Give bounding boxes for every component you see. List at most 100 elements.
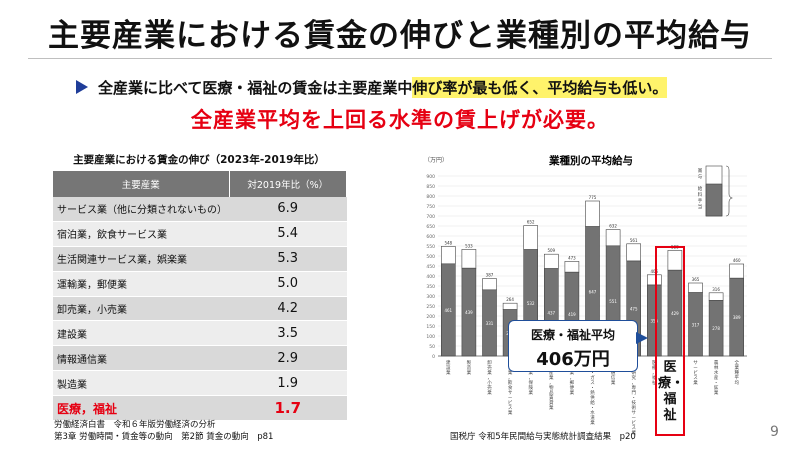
x-tick-label-char: 設: [446, 364, 451, 371]
x-tick-label-char: 食: [508, 384, 513, 391]
y-tick-label: 50: [429, 344, 435, 350]
bar-bonus-segment: [564, 261, 580, 273]
x-tick-label-char: 技: [631, 399, 636, 406]
x-tick-label-char: ビ: [693, 369, 698, 376]
x-tick-label-char: サ: [508, 390, 513, 396]
bar-salary-label: 419: [568, 312, 576, 317]
x-tick-label-char: サ: [631, 410, 636, 416]
bar-total-label: 316: [712, 287, 720, 292]
bullet-text: 全産業に比べて医療・福祉の賃金は主要産業中: [98, 78, 413, 97]
bar-salary-label: 647: [589, 289, 597, 294]
bar-total-label: 561: [630, 238, 638, 243]
bar-total-label: 264: [506, 297, 514, 302]
medical-highlight-box: [655, 246, 685, 436]
row-value: 1.7: [229, 395, 347, 422]
x-tick-label-char: 郵: [570, 379, 575, 386]
bar-total-label: 406: [650, 269, 658, 274]
x-tick-label-char: 売: [487, 364, 492, 371]
x-tick-label-char: 究: [631, 374, 636, 381]
x-tick-label-char: ，: [508, 376, 512, 381]
x-tick-label-char: 道: [590, 414, 595, 421]
x-tick-label-char: 売: [487, 384, 492, 391]
bar-bonus-segment: [585, 200, 600, 227]
x-tick-label-char: 業: [487, 369, 492, 376]
triangle-bullet-icon: [76, 80, 88, 94]
x-tick-label-char: 業: [508, 369, 513, 376]
row-category: 医療，福祉: [53, 395, 229, 422]
legend-salary-label: 給: [698, 185, 703, 192]
bar-salary-segment: [667, 269, 683, 357]
x-tick-label-char: 給: [590, 399, 595, 406]
bar-salary-label: 439: [465, 310, 473, 315]
source-right: 国税庁 令和5年民間給与実態統計調査結果 p20: [450, 432, 636, 442]
legend-salary-label: 料: [698, 191, 703, 198]
bullet-highlight: 伸び率が最も低く、平均給与も低い。: [412, 76, 668, 98]
x-tick-label-char: 業: [570, 389, 575, 396]
row-category: サービス業（他に分類されないもの）: [53, 197, 229, 222]
legend-salary-label: 当: [698, 203, 703, 210]
callout-value: 406万円: [536, 349, 610, 370]
row-category: 宿泊業，飲食サービス業: [53, 221, 229, 247]
y-tick-label: 200: [426, 314, 435, 320]
x-tick-label-char: ス: [590, 380, 595, 386]
x-tick-label-char: 便: [570, 384, 575, 391]
bar-salary-segment: [647, 284, 662, 357]
bar-bonus-segment: [626, 243, 641, 262]
y-tick-label: 250: [426, 304, 435, 310]
x-tick-label-char: 医: [652, 360, 657, 366]
x-tick-label-char: 門: [631, 390, 636, 396]
x-tick-label-char: 業: [508, 409, 513, 416]
y-tick-label: 150: [426, 324, 435, 330]
row-value: 2.9: [229, 345, 347, 372]
bar-salary-label: 532: [527, 301, 535, 306]
x-tick-label-char: ，: [631, 381, 636, 386]
y-tick-label: 800: [426, 194, 435, 200]
bar-total-label: 652: [527, 220, 535, 225]
table-row: 宿泊業，飲食サービス業 5.4: [53, 221, 347, 247]
x-tick-label-char: 業: [487, 389, 492, 396]
bar-total-label: 387: [486, 273, 494, 278]
bar-bonus-segment: [605, 229, 621, 247]
page-number: 9: [770, 424, 779, 440]
x-tick-label-char: 業: [528, 369, 533, 376]
x-tick-label-char: ・: [590, 406, 595, 411]
bar-salary-label: 355: [650, 319, 658, 324]
x-tick-label-char: 建: [446, 359, 451, 366]
x-tick-label-char: 林: [714, 364, 719, 371]
y-tick-label: 600: [426, 234, 435, 240]
source-left: 労働経済白書 令和６年版労働経済の分析 第3章 労働時間・賃金等の動向 第2節 …: [54, 419, 273, 443]
x-tick-label-char: サ: [693, 360, 698, 366]
x-tick-label-char: 飲: [508, 379, 513, 386]
x-tick-label-char: ・: [631, 396, 636, 401]
x-tick-label-char: 水: [590, 409, 595, 416]
x-tick-label-char: 通: [611, 369, 616, 376]
x-tick-label-char: 福: [652, 374, 657, 381]
x-tick-label-char: ・: [590, 386, 595, 391]
bar-salary-label: 429: [671, 311, 679, 316]
x-tick-label-char: ，: [549, 381, 554, 386]
x-tick-label-char: 業: [570, 369, 575, 376]
x-tick-label-char: ス: [631, 425, 636, 431]
bar-salary-label: 278: [712, 326, 720, 331]
y-tick-label: 100: [426, 334, 435, 340]
y-tick-label: 350: [426, 284, 435, 290]
x-tick-label-char: 業: [693, 379, 698, 386]
bar-salary-label: 331: [486, 321, 494, 326]
headline: 全産業平均を上回る水準の賃上げが必要。: [191, 108, 609, 132]
row-category: 運輸業，郵便業: [53, 271, 229, 297]
bar-total-label: 548: [444, 240, 452, 245]
bar-salary-segment: [729, 277, 745, 357]
x-tick-label-char: 製: [467, 359, 472, 366]
x-tick-label-char: 業: [528, 389, 533, 396]
source-left-line2: 第3章 労働時間・賃金等の動向 第2節 賃金の動向 p81: [54, 432, 274, 442]
bar-salary-segment: [461, 267, 477, 357]
title-divider: [28, 58, 772, 59]
x-tick-label-char: 療: [652, 364, 657, 371]
bar-bonus-segment: [440, 246, 456, 265]
x-tick-label-char: 専: [631, 384, 636, 391]
x-tick-label-char: 険: [528, 384, 533, 391]
table-header-ratio: 対2019年比（%）: [229, 171, 347, 197]
x-tick-label-char: 信: [611, 374, 616, 381]
y-tick-label: 850: [426, 184, 435, 190]
